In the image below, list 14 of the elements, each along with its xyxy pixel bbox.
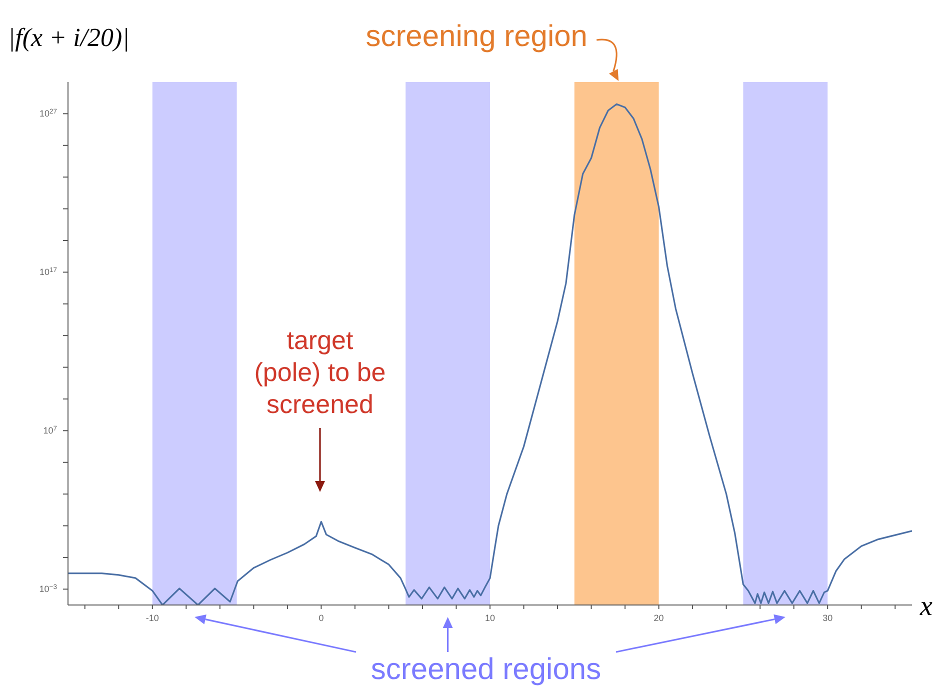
x-tick-label: -10 — [146, 613, 159, 623]
y-tick-label: 10$^{7}$ — [43, 425, 58, 436]
text: screened regions — [370, 653, 602, 686]
x-tick-label: 0 — [318, 613, 324, 623]
x-tick-label: 10 — [484, 613, 496, 623]
band-label: screening region — [366, 20, 588, 53]
y-axis-title: |f(x + i/20)| — [8, 23, 130, 52]
y-tick-label: 10$^{27}$ — [39, 108, 58, 119]
annotation: target (pole) to be screened — [253, 324, 387, 420]
y-tick-label: 10$^{−3}$ — [39, 584, 58, 594]
x-tick-label: 30 — [822, 613, 833, 623]
y-tick-label: 10$^{17}$ — [39, 266, 58, 278]
x-tick-label: 20 — [654, 613, 664, 623]
x-axis-title: x — [919, 591, 933, 622]
